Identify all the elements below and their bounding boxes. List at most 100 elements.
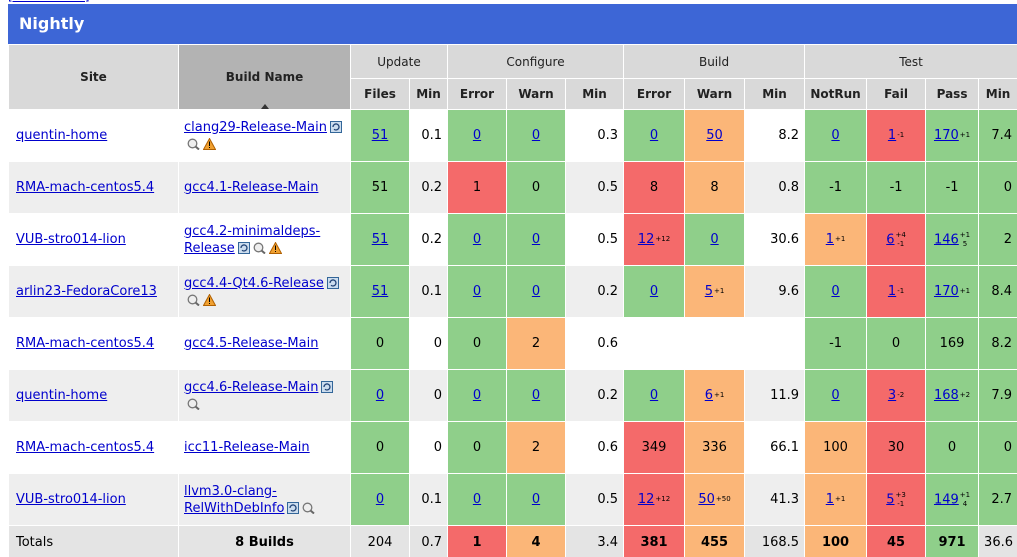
metric-link[interactable]: 0 xyxy=(472,232,482,247)
build-link[interactable]: gcc4.2-minimaldeps-Release xyxy=(184,223,321,256)
column-header[interactable]: Files xyxy=(350,78,410,110)
build-link[interactable]: gcc4.5-Release-Main xyxy=(184,336,319,351)
metric-cell: 51 xyxy=(350,161,410,214)
metric-value: 204 xyxy=(367,534,393,550)
build-icon[interactable] xyxy=(284,501,300,516)
metric-link[interactable]: 0 xyxy=(472,388,482,403)
metric-value: 1 xyxy=(472,534,482,550)
build-name-cell: gcc4.6-Release-Main xyxy=(178,369,351,422)
metric-link[interactable]: 51 xyxy=(371,284,389,299)
metric-link[interactable]: 1 xyxy=(887,284,897,299)
site-link[interactable]: quentin-home xyxy=(16,128,108,143)
build-link[interactable]: gcc4.4-Qt4.6-Release xyxy=(184,275,324,291)
metric-link[interactable]: 0 xyxy=(531,388,541,403)
metric-link[interactable]: 0 xyxy=(472,128,482,143)
build-icon[interactable] xyxy=(184,397,200,412)
metric-link[interactable]: 12 xyxy=(637,492,655,507)
metric-value: 0.5 xyxy=(597,180,619,195)
metric-value: 0.1 xyxy=(421,284,442,299)
build-icon[interactable] xyxy=(266,241,283,256)
delta-down: 4 xyxy=(962,499,968,508)
build-link[interactable]: llvm3.0-clang-RelWithDebInfo xyxy=(184,483,285,516)
site-link[interactable]: VUB-stro014-lion xyxy=(16,492,126,507)
metric-link[interactable]: 170 xyxy=(933,284,959,299)
metric-link[interactable]: 5 xyxy=(886,492,895,507)
site-link[interactable]: VUB-stro014-lion xyxy=(16,232,126,247)
site-header: Site xyxy=(8,44,179,110)
metric-link[interactable]: 0 xyxy=(531,492,541,507)
site-link[interactable]: RMA-mach-centos5.4 xyxy=(16,336,155,351)
column-header[interactable]: Min xyxy=(564,78,625,110)
site-link[interactable]: RMA-mach-centos5.4 xyxy=(16,440,155,455)
column-header[interactable]: Error xyxy=(447,78,507,110)
column-header[interactable]: Warn xyxy=(684,78,746,110)
metric-cell: 51 xyxy=(350,213,410,266)
metric-link[interactable]: 146 xyxy=(933,232,959,247)
metric-link[interactable]: 51 xyxy=(371,128,389,143)
build-link[interactable]: clang29-Release-Main xyxy=(184,119,327,135)
column-header[interactable]: Error xyxy=(623,78,686,110)
metric-value: 0 xyxy=(375,336,385,351)
metric-link[interactable]: 5 xyxy=(704,284,713,299)
build-icon[interactable] xyxy=(200,293,217,308)
column-header[interactable]: Min xyxy=(744,78,806,110)
metric-link[interactable]: 0 xyxy=(831,284,840,299)
metric-link[interactable]: 0 xyxy=(649,128,659,143)
metric-link[interactable]: 0 xyxy=(649,284,659,299)
column-header[interactable]: NotRun xyxy=(804,78,868,110)
metric-value: 7.9 xyxy=(991,388,1013,403)
metric-link[interactable]: 1 xyxy=(825,492,835,507)
build-icon[interactable] xyxy=(250,241,266,256)
delta-down: -1 xyxy=(897,287,905,295)
metric-link[interactable]: 0 xyxy=(472,284,482,299)
title: Nightly xyxy=(19,14,85,33)
metric-cell: 0.2 xyxy=(564,265,625,318)
metric-cell: 51 xyxy=(350,265,410,318)
metric-link[interactable]: 1 xyxy=(825,232,835,247)
build-icon[interactable] xyxy=(235,241,250,256)
metric-link[interactable]: 6 xyxy=(886,232,895,247)
build-icon[interactable] xyxy=(327,120,342,135)
build-link[interactable]: icc11-Release-Main xyxy=(184,440,310,455)
column-header[interactable]: Min xyxy=(409,78,448,110)
column-header[interactable]: Min xyxy=(978,78,1017,110)
metric-link[interactable]: 51 xyxy=(371,232,389,247)
metric-cell: 0 xyxy=(350,421,410,474)
metric-link[interactable]: 6 xyxy=(704,388,713,403)
build-icon[interactable] xyxy=(299,501,316,516)
build-link[interactable]: gcc4.6-Release-Main xyxy=(184,379,319,395)
column-header[interactable]: Fail xyxy=(866,78,927,110)
metric-link[interactable]: 0 xyxy=(375,492,385,507)
metric-link[interactable]: 0 xyxy=(472,492,482,507)
metric-cell xyxy=(744,317,806,370)
build-icon[interactable] xyxy=(324,276,339,291)
build-icon[interactable] xyxy=(184,137,200,152)
metric-link[interactable]: 149 xyxy=(933,492,959,507)
build-icon[interactable] xyxy=(200,137,217,152)
column-header[interactable]: Pass xyxy=(925,78,980,110)
show-filters-link[interactable]: [Show Filters] xyxy=(8,0,90,3)
metric-link[interactable]: 50 xyxy=(698,492,715,507)
build-icon[interactable] xyxy=(184,293,200,308)
site-link[interactable]: RMA-mach-centos5.4 xyxy=(16,180,155,195)
column-header[interactable]: Warn xyxy=(506,78,566,110)
site-link[interactable]: arlin23-FedoraCore13 xyxy=(16,284,157,299)
metric-link[interactable]: 0 xyxy=(649,388,659,403)
metric-link[interactable]: 50 xyxy=(706,128,723,143)
site-link[interactable]: quentin-home xyxy=(16,388,108,403)
metric-link[interactable]: 0 xyxy=(375,388,385,403)
metric-link[interactable]: 170 xyxy=(933,128,959,143)
metric-link[interactable]: 3 xyxy=(887,388,897,403)
build-link[interactable]: gcc4.1-Release-Main xyxy=(184,180,319,195)
metric-link[interactable]: 12 xyxy=(637,232,655,247)
metric-link[interactable]: 0 xyxy=(531,128,541,143)
metric-link[interactable]: 1 xyxy=(887,128,897,143)
metric-link[interactable]: 0 xyxy=(531,232,541,247)
build-icon[interactable] xyxy=(318,380,334,395)
metric-link[interactable]: 0 xyxy=(531,284,541,299)
metric-link[interactable]: 0 xyxy=(831,128,840,143)
build-name-header[interactable]: Build Name xyxy=(178,44,351,110)
metric-link[interactable]: 0 xyxy=(710,232,719,247)
metric-link[interactable]: 0 xyxy=(831,388,840,403)
metric-link[interactable]: 168 xyxy=(933,388,959,403)
